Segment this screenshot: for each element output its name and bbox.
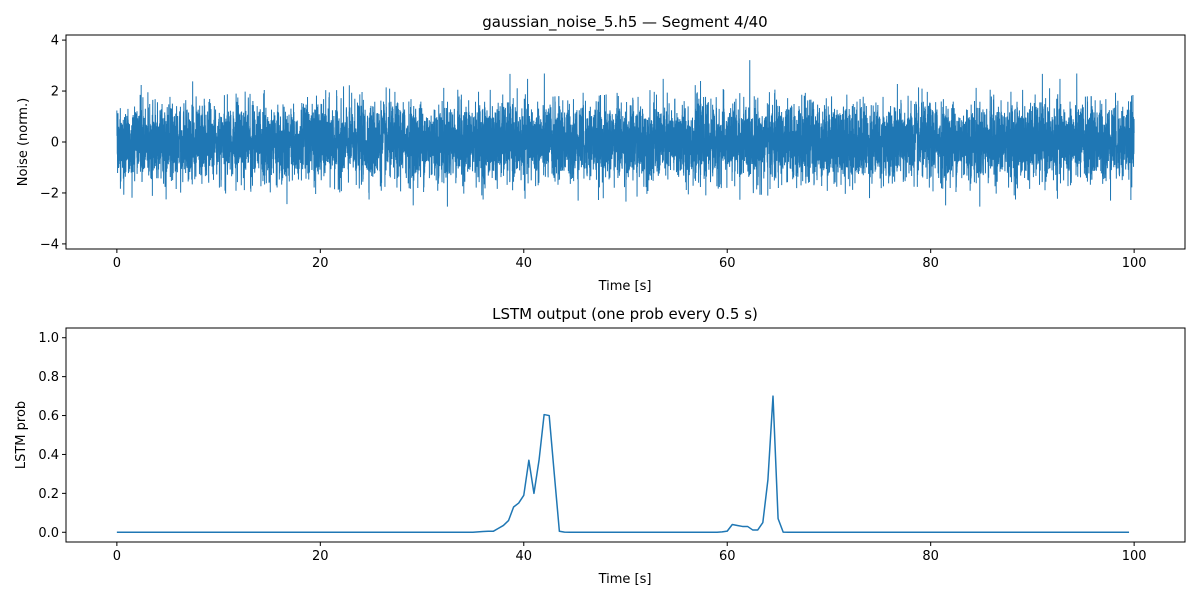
noise-axes: gaussian_noise_5.h5 — Segment 4/40 Time …: [16, 13, 1186, 294]
x-tick-label: 20: [312, 256, 329, 271]
x-tick-label: 60: [719, 549, 736, 564]
x-tick-label: 0: [113, 549, 121, 564]
x-tick-label: 100: [1122, 256, 1147, 271]
x-tick-label: 60: [719, 256, 736, 271]
lstm-ylabel: LSTM prob: [14, 401, 29, 469]
y-tick-label: 1.0: [38, 331, 59, 346]
axes-frame: [65, 327, 1186, 543]
y-tick-label: −2: [40, 186, 59, 201]
y-tick-label: 0.0: [38, 526, 59, 541]
y-tick-label: 4: [51, 34, 59, 49]
y-tick-label: 0.8: [38, 370, 59, 385]
x-tick-label: 100: [1122, 549, 1147, 564]
x-tick-label: 20: [312, 549, 329, 564]
lstm-xlabel: Time [s]: [598, 572, 652, 587]
y-tick-label: 0: [51, 136, 59, 151]
noise-xlabel: Time [s]: [598, 279, 652, 294]
y-tick-label: −4: [40, 237, 59, 252]
y-tick-label: 0.2: [38, 487, 59, 502]
lstm-series-line: [116, 395, 1130, 534]
y-tick-label: 2: [51, 85, 59, 100]
x-tick-label: 40: [515, 549, 532, 564]
x-tick-label: 40: [515, 256, 532, 271]
noise-ylabel: Noise (norm.): [16, 98, 31, 186]
x-tick-label: 80: [922, 549, 939, 564]
noise-title: gaussian_noise_5.h5 — Segment 4/40: [482, 13, 767, 32]
lstm-axes: LSTM output (one prob every 0.5 s) Time …: [14, 305, 1186, 587]
y-tick-label: 0.4: [38, 448, 59, 463]
noise-series-line: [116, 60, 1135, 207]
x-tick-label: 80: [922, 256, 939, 271]
x-tick-label: 0: [113, 256, 121, 271]
lstm-title: LSTM output (one prob every 0.5 s): [492, 305, 758, 323]
y-tick-label: 0.6: [38, 409, 59, 424]
